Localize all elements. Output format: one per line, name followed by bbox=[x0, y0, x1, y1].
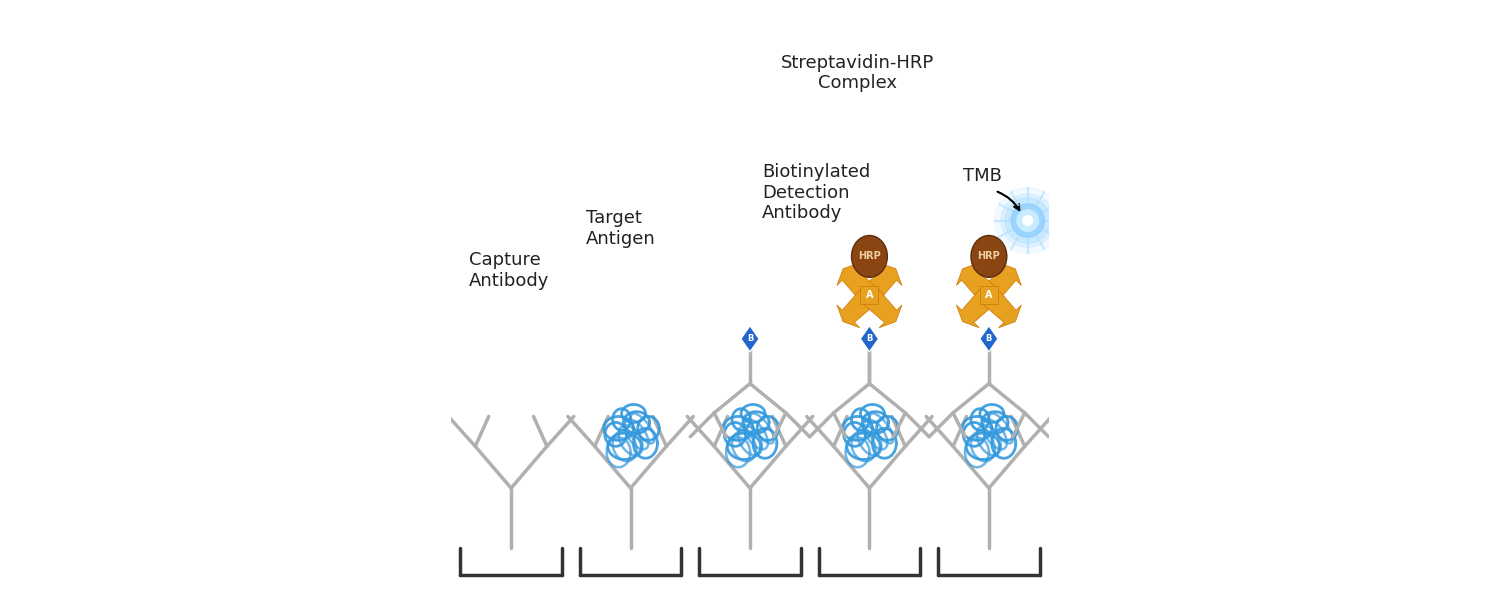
Circle shape bbox=[1017, 210, 1038, 232]
Ellipse shape bbox=[970, 236, 1006, 277]
Circle shape bbox=[1005, 198, 1050, 243]
Text: A: A bbox=[986, 290, 993, 300]
Polygon shape bbox=[981, 263, 1022, 303]
Text: B: B bbox=[747, 334, 753, 343]
Polygon shape bbox=[862, 287, 901, 328]
Circle shape bbox=[1011, 204, 1044, 237]
Text: A: A bbox=[865, 290, 873, 300]
Text: B: B bbox=[867, 334, 873, 343]
Polygon shape bbox=[862, 263, 901, 303]
Text: TMB: TMB bbox=[963, 167, 1002, 185]
Polygon shape bbox=[741, 326, 759, 352]
Text: Streptavidin-HRP
Complex: Streptavidin-HRP Complex bbox=[782, 53, 934, 92]
Text: HRP: HRP bbox=[978, 251, 1000, 262]
Polygon shape bbox=[837, 287, 878, 328]
Text: Biotinylated
Detection
Antibody: Biotinylated Detection Antibody bbox=[762, 163, 870, 223]
Circle shape bbox=[1023, 216, 1032, 226]
Text: HRP: HRP bbox=[858, 251, 880, 262]
Polygon shape bbox=[861, 286, 879, 304]
Polygon shape bbox=[980, 286, 998, 304]
Text: B: B bbox=[986, 334, 992, 343]
Ellipse shape bbox=[852, 236, 888, 277]
Circle shape bbox=[1000, 194, 1054, 247]
Text: Capture
Antibody: Capture Antibody bbox=[470, 251, 549, 290]
Polygon shape bbox=[980, 326, 998, 352]
Text: Target
Antigen: Target Antigen bbox=[586, 209, 656, 248]
Polygon shape bbox=[837, 263, 878, 303]
Polygon shape bbox=[859, 326, 879, 352]
Circle shape bbox=[994, 188, 1060, 253]
Polygon shape bbox=[957, 287, 996, 328]
Polygon shape bbox=[981, 287, 1022, 328]
Polygon shape bbox=[957, 263, 996, 303]
